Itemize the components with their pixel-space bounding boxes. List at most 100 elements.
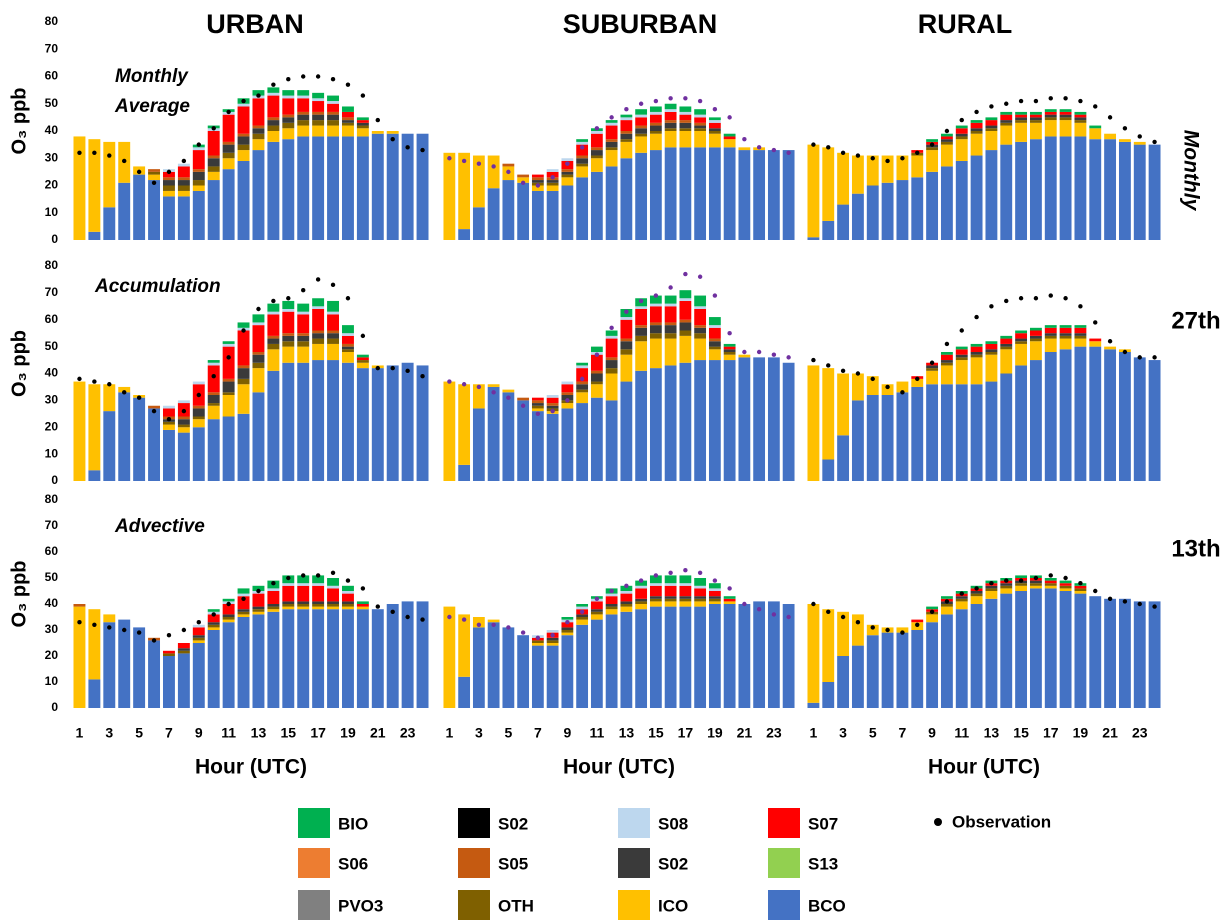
bar-segment bbox=[118, 619, 131, 708]
bar-segment bbox=[1059, 117, 1072, 121]
bar-segment bbox=[546, 190, 559, 240]
bar-segment bbox=[694, 338, 707, 361]
bar-segment bbox=[561, 403, 574, 409]
bar-segment bbox=[620, 601, 633, 604]
bar-segment bbox=[162, 421, 175, 425]
bar-segment bbox=[297, 601, 310, 604]
bar-segment bbox=[590, 619, 603, 708]
bar-segment bbox=[341, 325, 354, 334]
bar-segment bbox=[679, 606, 692, 708]
bar-segment bbox=[635, 335, 648, 342]
x-tick-label: 7 bbox=[165, 725, 173, 741]
bar-segment bbox=[807, 365, 820, 481]
bar-segment bbox=[207, 419, 220, 481]
observation-point bbox=[771, 147, 777, 153]
x-tick-label: 15 bbox=[1013, 725, 1029, 741]
legend-swatch bbox=[768, 848, 800, 878]
y-tick-label: 0 bbox=[51, 232, 58, 246]
bar-segment bbox=[767, 601, 780, 708]
observation-point bbox=[742, 136, 747, 142]
bar-segment bbox=[207, 614, 220, 623]
bar-segment bbox=[679, 300, 692, 320]
bar-segment bbox=[926, 147, 939, 151]
bar-segment bbox=[738, 147, 751, 151]
x-tick-label: 17 bbox=[310, 725, 326, 741]
bar-segment bbox=[162, 656, 175, 708]
bar-segment bbox=[576, 144, 589, 156]
bar-segment bbox=[356, 122, 369, 126]
bar-segment bbox=[620, 593, 633, 602]
bar-segment bbox=[635, 370, 648, 481]
bar-segment bbox=[605, 593, 618, 597]
bar-segment bbox=[1000, 114, 1013, 121]
bar-segment bbox=[970, 155, 983, 240]
bar-segment bbox=[546, 182, 559, 186]
bar-segment bbox=[207, 362, 220, 366]
bar-segment bbox=[192, 147, 205, 151]
bar-segment bbox=[222, 378, 235, 382]
bar-segment bbox=[386, 131, 399, 134]
bar-segment bbox=[341, 346, 354, 350]
bar-segment bbox=[207, 360, 220, 363]
bar-segment bbox=[252, 90, 265, 96]
observation-point bbox=[136, 169, 142, 175]
observation-point bbox=[840, 368, 846, 374]
bar-segment bbox=[940, 606, 953, 615]
bar-segment bbox=[1104, 133, 1117, 140]
bar-segment bbox=[590, 158, 603, 172]
bar-segment bbox=[664, 596, 677, 599]
observation-point bbox=[638, 578, 644, 583]
bar-segment bbox=[576, 166, 589, 178]
observation-point bbox=[1063, 96, 1068, 101]
observation-point bbox=[697, 98, 703, 104]
bar-segment bbox=[177, 432, 190, 481]
bar-segment bbox=[267, 609, 280, 612]
observation-point bbox=[944, 341, 950, 347]
bar-segment bbox=[926, 368, 939, 371]
bar-segment bbox=[940, 141, 953, 145]
bar-segment bbox=[472, 627, 485, 708]
bar-segment bbox=[282, 122, 295, 129]
bar-segment bbox=[694, 306, 707, 309]
bar-segment bbox=[866, 624, 879, 636]
bar-segment bbox=[177, 196, 190, 240]
bar-segment bbox=[177, 653, 190, 708]
observation-point bbox=[1063, 296, 1068, 301]
bar-segment bbox=[1089, 125, 1102, 129]
observation-point bbox=[638, 101, 644, 106]
bar-segment bbox=[487, 619, 500, 623]
observation-point bbox=[151, 180, 157, 185]
bar-segment bbox=[970, 596, 983, 604]
bar-segment bbox=[297, 583, 310, 586]
bar-segment bbox=[312, 360, 325, 481]
bar-segment bbox=[605, 120, 618, 123]
x-tick-label: 9 bbox=[195, 725, 203, 741]
bar-segment bbox=[297, 111, 310, 115]
observation-point bbox=[107, 153, 112, 158]
y-tick-label: 70 bbox=[45, 41, 59, 55]
bar-segment bbox=[237, 133, 250, 137]
bar-segment bbox=[282, 90, 295, 96]
bar-segment bbox=[985, 598, 998, 708]
bar-segment bbox=[1044, 120, 1057, 137]
bar-segment bbox=[664, 585, 677, 597]
observation-point bbox=[565, 161, 570, 166]
legend-swatch bbox=[618, 890, 650, 920]
bar-segment bbox=[723, 147, 736, 240]
bar-segment bbox=[679, 575, 692, 584]
bar-segment bbox=[356, 606, 369, 610]
bar-segment bbox=[1104, 349, 1117, 481]
bar-segment bbox=[386, 604, 399, 708]
bar-segment bbox=[940, 360, 953, 363]
bar-segment bbox=[282, 606, 295, 610]
bar-segment bbox=[371, 131, 384, 134]
bar-segment bbox=[267, 349, 280, 371]
legend-label: BIO bbox=[338, 814, 368, 833]
bar-segment bbox=[1044, 111, 1057, 115]
bar-segment bbox=[679, 128, 692, 131]
bar-segment bbox=[985, 354, 998, 382]
bar-segment bbox=[341, 601, 354, 604]
bar-segment bbox=[118, 182, 131, 240]
bar-segment bbox=[561, 408, 574, 481]
bar-segment bbox=[222, 381, 235, 393]
